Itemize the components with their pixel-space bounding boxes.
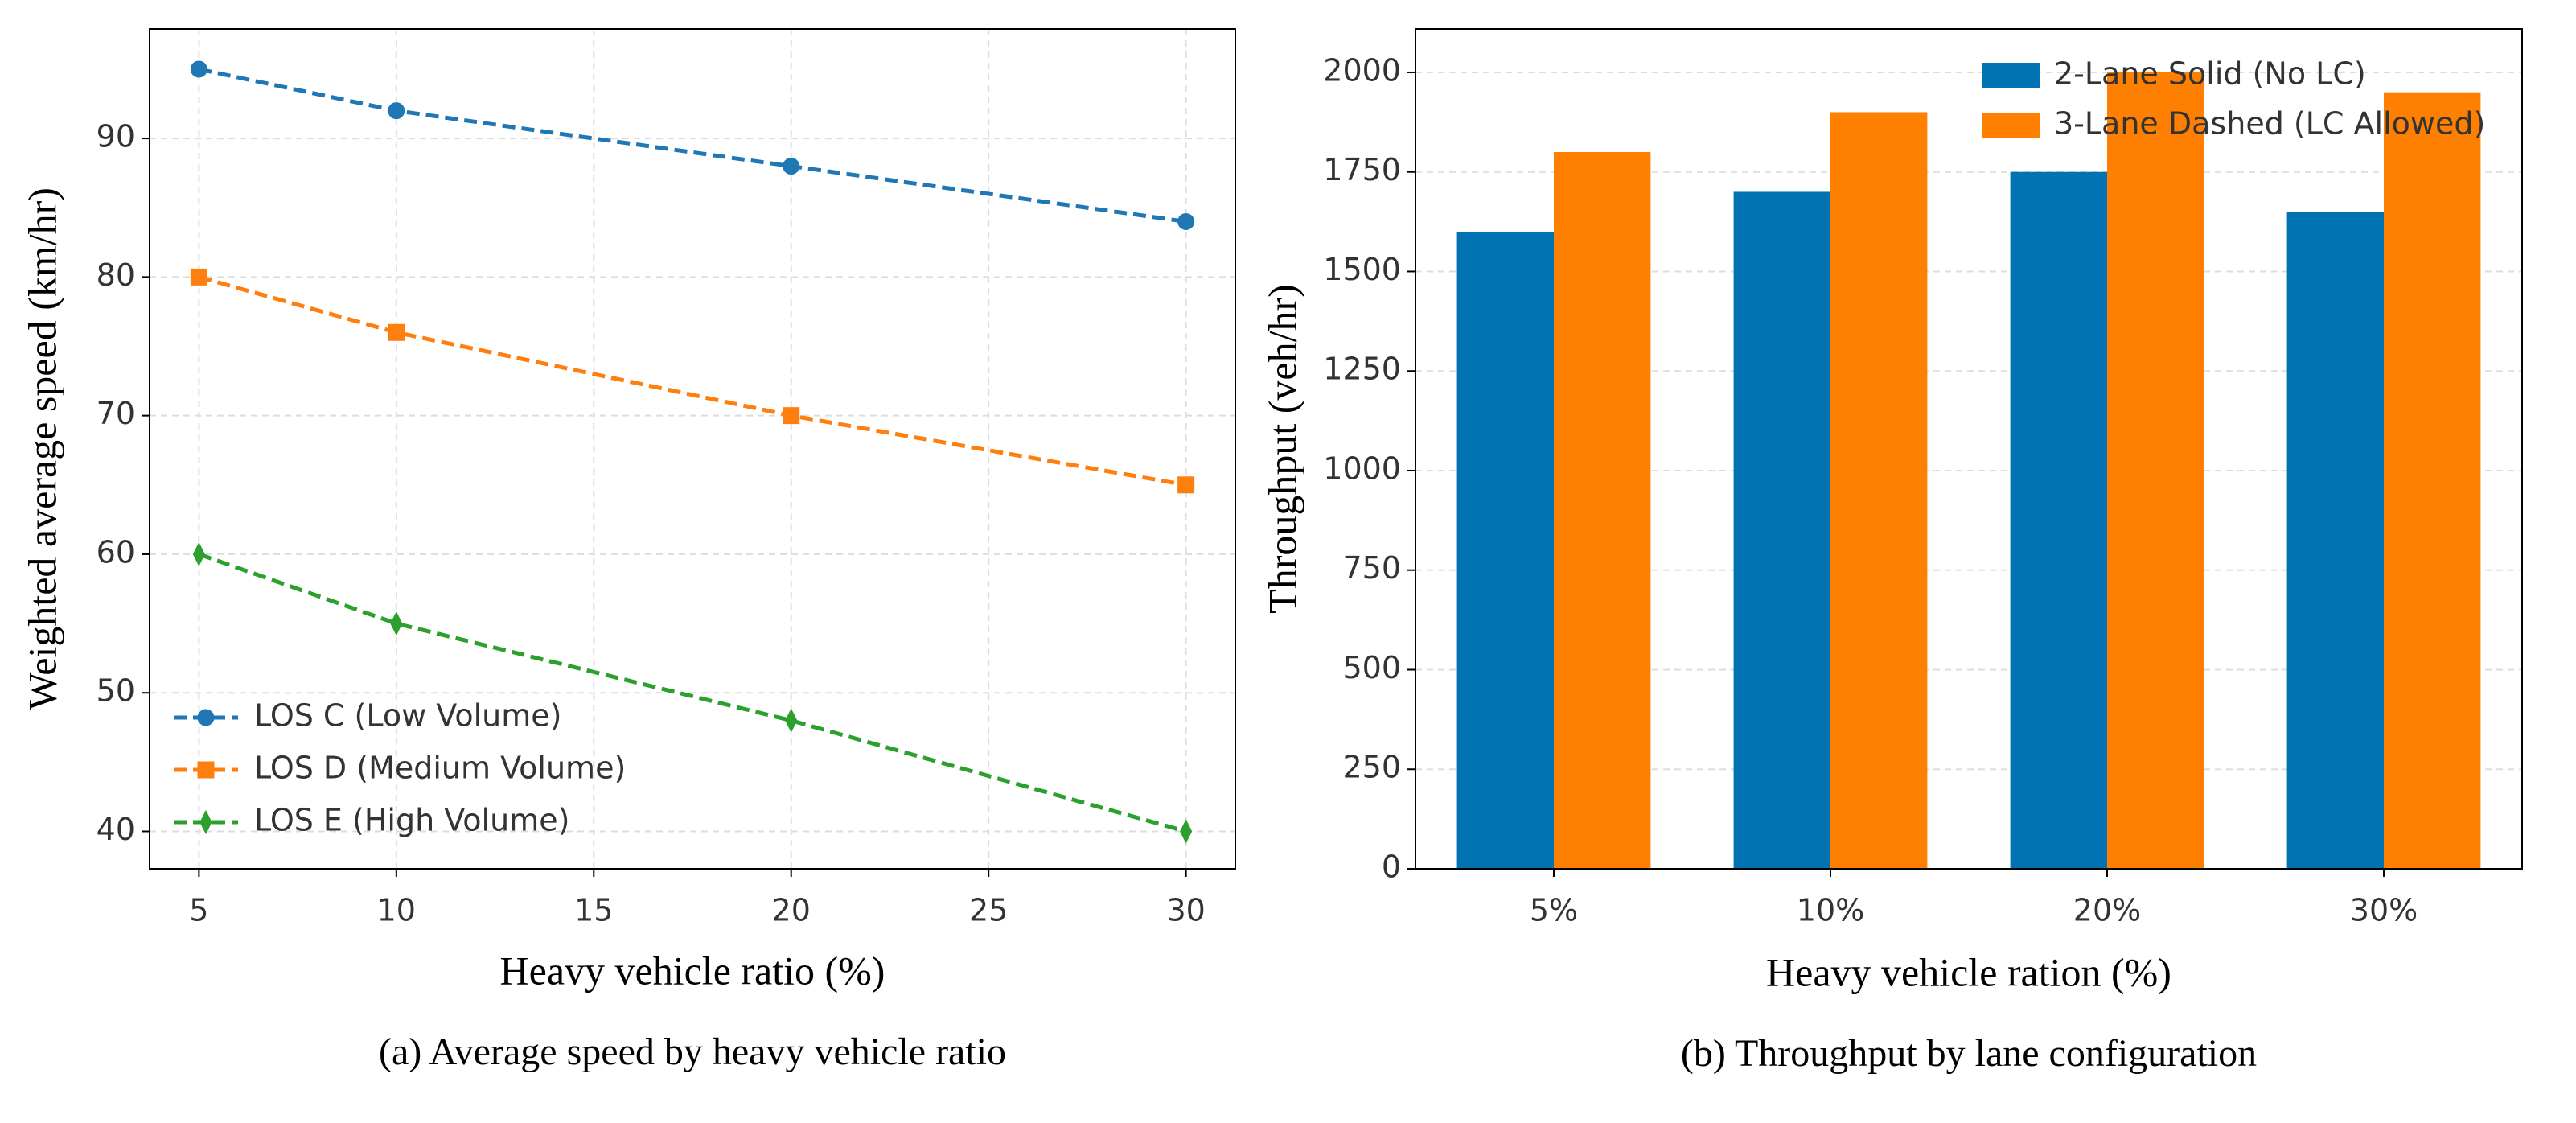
legend-label: LOS C (Low Volume): [254, 698, 561, 734]
marker: [390, 611, 403, 636]
marker: [783, 407, 800, 425]
y-tick-label: 60: [97, 534, 135, 570]
y-tick-label: 2000: [1323, 52, 1401, 88]
data-line: [198, 552, 1187, 833]
y-tick-label: 1750: [1323, 152, 1401, 187]
marker: [1177, 476, 1195, 494]
y-tick-label: 70: [97, 396, 135, 431]
marker: [199, 809, 212, 835]
marker: [388, 323, 405, 341]
x-tick-label: 20%: [2073, 893, 2141, 928]
y-tick-label: 750: [1342, 550, 1401, 586]
marker: [1180, 819, 1193, 844]
legend-label: 2-Lane Solid (No LC): [2054, 56, 2366, 92]
x-tick-label: 10%: [1797, 893, 1864, 928]
x-tick-label: 10: [377, 893, 416, 928]
x-tick-label: 5: [189, 893, 208, 928]
x-axis-title: Heavy vehicle ration (%): [1766, 949, 2171, 994]
bar: [1733, 191, 1830, 869]
x-tick-label: 30: [1166, 893, 1205, 928]
legend-label: LOS D (Medium Volume): [254, 751, 626, 786]
y-tick-label: 1000: [1323, 450, 1401, 486]
y-tick-label: 50: [97, 673, 135, 709]
y-axis-title: Weighted average speed (km/hr): [19, 187, 64, 710]
x-axis-title: Heavy vehicle ratio (%): [500, 948, 885, 993]
caption: (b) Throughput by lane configuration: [1681, 1032, 2257, 1075]
y-axis-title: Throughput (veh/hr): [1259, 284, 1304, 614]
legend-label: LOS E (High Volume): [254, 803, 569, 838]
marker: [197, 709, 215, 726]
x-tick-label: 15: [574, 893, 613, 928]
y-tick-label: 1500: [1323, 252, 1401, 287]
marker: [388, 102, 405, 120]
bar: [2286, 212, 2384, 869]
marker: [192, 541, 205, 567]
y-tick-label: 40: [97, 812, 135, 847]
legend-label: 3-Lane Dashed (LC Allowed): [2054, 106, 2485, 142]
x-tick-label: 20: [772, 893, 811, 928]
bar: [1554, 151, 1651, 869]
y-tick-label: 1250: [1323, 352, 1401, 387]
bar: [1456, 231, 1554, 870]
marker: [785, 708, 798, 733]
marker: [197, 761, 215, 779]
bar: [2384, 92, 2481, 870]
x-tick-label: 5%: [1530, 893, 1578, 928]
y-tick-label: 80: [97, 257, 135, 293]
caption: (a) Average speed by heavy vehicle ratio: [379, 1030, 1006, 1073]
y-tick-label: 0: [1382, 849, 1401, 885]
y-tick-label: 500: [1342, 650, 1401, 685]
bar: [2010, 171, 2107, 870]
marker: [783, 158, 800, 175]
y-tick-label: 250: [1342, 750, 1401, 785]
bar: [1830, 112, 1928, 869]
marker: [190, 60, 207, 78]
legend-swatch: [1982, 63, 2040, 88]
x-tick-label: 30%: [2350, 893, 2418, 928]
data-line: [198, 274, 1187, 487]
data-line: [198, 67, 1186, 224]
plot-frame: [1415, 28, 2523, 870]
x-tick-label: 25: [969, 893, 1008, 928]
marker: [190, 268, 207, 286]
marker: [1177, 212, 1195, 230]
plot-frame: [149, 28, 1236, 870]
y-tick-label: 90: [97, 119, 135, 154]
legend-swatch: [1982, 113, 2040, 138]
bar: [2107, 72, 2204, 869]
